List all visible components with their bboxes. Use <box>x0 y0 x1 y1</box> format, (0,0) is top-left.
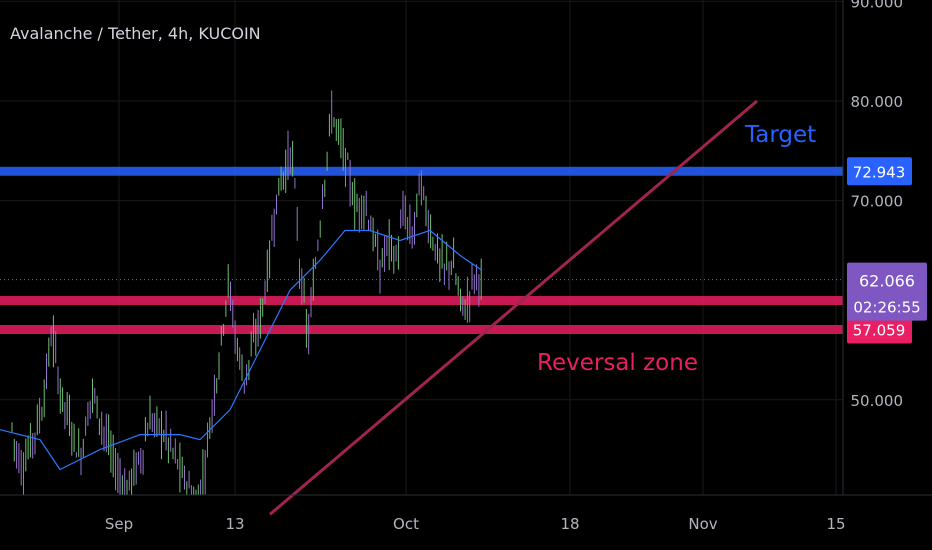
moving-average-line <box>0 229 483 471</box>
trendline[interactable] <box>269 99 758 516</box>
x-tick-label: Nov <box>688 515 717 533</box>
x-tick-label: 13 <box>225 515 244 533</box>
trendline-layer <box>269 99 758 516</box>
annotations: Target Reversal zone <box>537 122 816 376</box>
price-badge <box>847 315 912 344</box>
moving-average-layer <box>0 229 483 471</box>
price-badge <box>847 157 912 186</box>
price-badge-label: 72.943 <box>853 163 906 181</box>
price-badge-label: 57.059 <box>853 321 906 339</box>
x-tick-label: Sep <box>105 515 133 533</box>
x-axis[interactable]: Sep 13 Oct 18 Nov 15 <box>105 515 846 533</box>
chart-title: Avalanche / Tether, 4h, KUCOIN <box>10 24 261 43</box>
y-tick-label: 90.000 <box>851 0 904 11</box>
countdown-label: 02:26:55 <box>853 299 920 317</box>
current-price-label: 62.066 <box>859 272 915 291</box>
price-candles <box>11 90 482 495</box>
y-tick-label: 50.000 <box>851 392 904 410</box>
y-axis[interactable]: 90.000 80.000 70.000 50.000 <box>851 0 904 410</box>
y-tick-label: 80.000 <box>851 93 904 111</box>
y-tick-label: 70.000 <box>851 193 904 211</box>
x-tick-label: Oct <box>393 515 419 533</box>
annotation-label: Reversal zone <box>537 350 698 376</box>
annotation-label: Target <box>744 122 816 148</box>
x-tick-label: 18 <box>560 515 579 533</box>
current-price-badge <box>847 262 927 321</box>
x-tick-label: 15 <box>826 515 845 533</box>
